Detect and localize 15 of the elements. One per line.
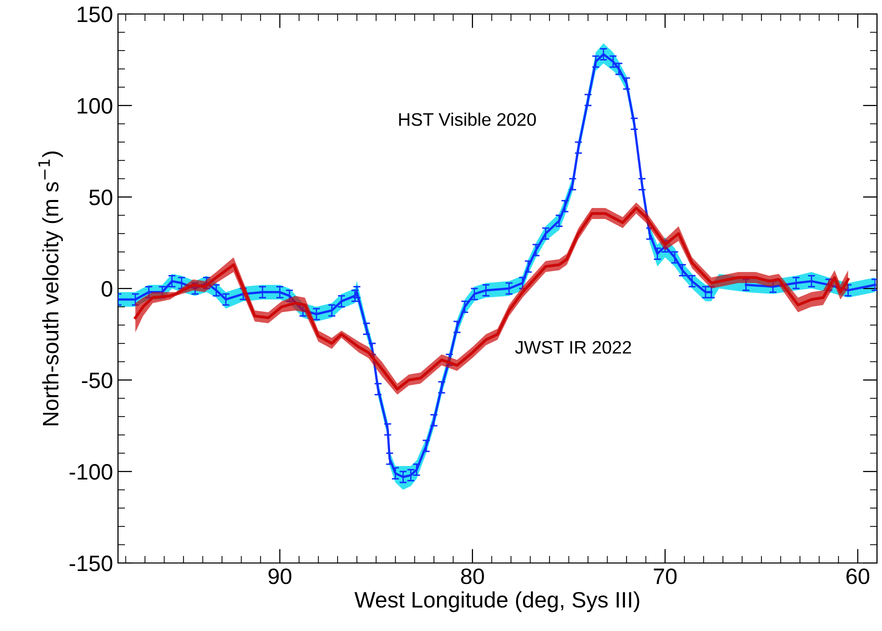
x-tick-label: 60	[846, 568, 870, 584]
x-tick-label: 70	[654, 568, 677, 584]
y-tick-label: -150	[70, 556, 112, 572]
x-tick-label: 80	[461, 568, 484, 584]
text: HST Visible 2020	[399, 112, 536, 126]
y-tick-label: -50	[82, 372, 112, 388]
x-axis-title: West Longitude (deg, Sys III)	[354, 591, 640, 612]
y-tick-label: 100	[78, 98, 112, 114]
y-tick-label: 50	[89, 190, 112, 206]
y-tick-label: 0	[102, 281, 112, 297]
series-label: JWST IR 2022	[515, 340, 632, 354]
y-tick-label: 150	[78, 6, 112, 22]
y-axis-title: North-south velocity (m s$^{−1}$)	[38, 152, 63, 426]
x-tick-label: 90	[268, 568, 292, 584]
y-tick-label: -100	[70, 464, 112, 480]
